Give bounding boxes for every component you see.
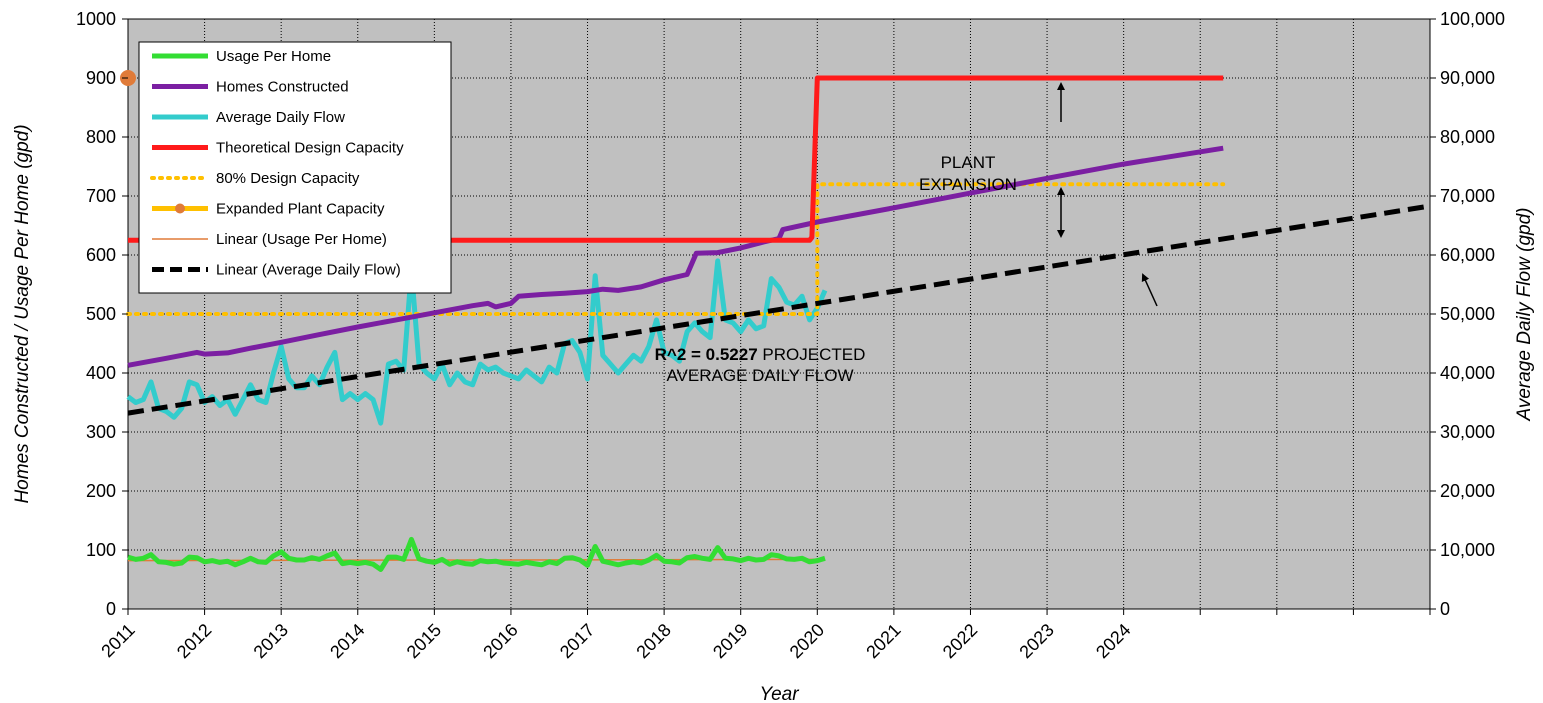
y-right-tick-label: 60,000 <box>1440 245 1495 265</box>
y-right-tick-label: 100,000 <box>1440 9 1505 29</box>
series-layer <box>120 70 1431 572</box>
y-left-tick-label: 1000 <box>76 9 116 29</box>
linear-average-daily-flow-line <box>127 203 1431 416</box>
y-left-tick-label: 600 <box>86 245 116 265</box>
x-tick-label: 2014 <box>326 620 368 662</box>
legend-label-average-daily-flow: Average Daily Flow <box>216 109 345 126</box>
y-left-tick-label: 800 <box>86 127 116 147</box>
y-left-tick-label: 900 <box>86 68 116 88</box>
y-left-tick-label: 500 <box>86 304 116 324</box>
y-right-tick-label: 40,000 <box>1440 363 1495 383</box>
x-tick-label: 2011 <box>97 620 139 662</box>
x-tick-label: 2016 <box>479 620 521 662</box>
y-right-tick-label: 70,000 <box>1440 186 1495 206</box>
arrow-trend <box>1141 273 1158 307</box>
x-tick-label: 2021 <box>862 620 904 662</box>
x-tick-label: 2022 <box>939 620 981 662</box>
average-daily-flow-line <box>126 258 828 426</box>
legend-label-linear-average-daily-flow: Linear (Average Daily Flow) <box>216 262 401 279</box>
plant-expansion-label-line1: PLANT <box>941 153 996 172</box>
r2-value: R^2 = 0.5227 <box>655 345 758 364</box>
y-right-tick-label: 80,000 <box>1440 127 1495 147</box>
legend-marker-expanded-plant-capacity <box>175 203 185 214</box>
usage-per-home-line <box>127 536 826 572</box>
legend: Usage Per Home Homes Constructed Average D… <box>138 41 452 294</box>
x-tick-label: 2013 <box>250 620 292 662</box>
legend-label-linear-usage-per-home: Linear (Usage Per Home) <box>216 231 387 248</box>
legend-label-homes-constructed: Homes Constructed <box>216 79 349 96</box>
r2-projected: PROJECTED <box>758 345 866 364</box>
y-right-tick-label: 90,000 <box>1440 68 1495 88</box>
legend-label-theoretical-design-capacity: Theoretical Design Capacity <box>216 140 404 157</box>
y-left-tick-label: 400 <box>86 363 116 383</box>
y-axis-left-title: Homes Constructed / Usage Per Home (gpd) <box>12 124 33 503</box>
y-left-tick-label: 100 <box>86 540 116 560</box>
y-left-tick-label: 200 <box>86 481 116 501</box>
plant-expansion-label-line2: EXPANSION <box>919 175 1017 194</box>
y-axis-right-title: Average Daily Flow (gpd) <box>1514 208 1535 422</box>
y-right-tick-label: 20,000 <box>1440 481 1495 501</box>
r2-annotation: R^2 = 0.5227 PROJECTED <box>655 345 866 364</box>
y-right-tick-label: 30,000 <box>1440 422 1495 442</box>
x-tick-label: 2017 <box>556 620 598 662</box>
x-tick-label: 2012 <box>173 620 215 662</box>
x-tick-label: 2023 <box>1015 620 1057 662</box>
y-right-tick-label: 50,000 <box>1440 304 1495 324</box>
x-axis-title: Year <box>759 684 799 703</box>
y-right-tick-label: 10,000 <box>1440 540 1495 560</box>
y-right-tick-label: 0 <box>1440 599 1450 619</box>
x-tick-label: 2015 <box>403 620 445 662</box>
annotations: PLANT EXPANSION R^2 = 0.5227 PROJECTED A… <box>655 82 1158 385</box>
homes-constructed-line <box>127 145 1224 368</box>
x-tick-label: 2024 <box>1092 620 1134 662</box>
legend-label-usage-per-home: Usage Per Home <box>216 48 331 65</box>
projected-flow-label: AVERAGE DAILY FLOW <box>666 366 853 385</box>
legend-label-expanded-plant-capacity: Expanded Plant Capacity <box>216 201 385 218</box>
x-tick-label: 2019 <box>709 620 751 662</box>
theoretical-design-capacity-line <box>128 75 1224 243</box>
y-left-tick-label: 0 <box>106 599 116 619</box>
y-left-tick-label: 700 <box>86 186 116 206</box>
legend-box <box>138 41 452 294</box>
y-left-tick-label: 300 <box>86 422 116 442</box>
x-tick-label: 2020 <box>786 620 828 662</box>
legend-label-80-design-capacity: 80% Design Capacity <box>216 170 360 187</box>
x-tick-label: 2018 <box>632 620 674 662</box>
